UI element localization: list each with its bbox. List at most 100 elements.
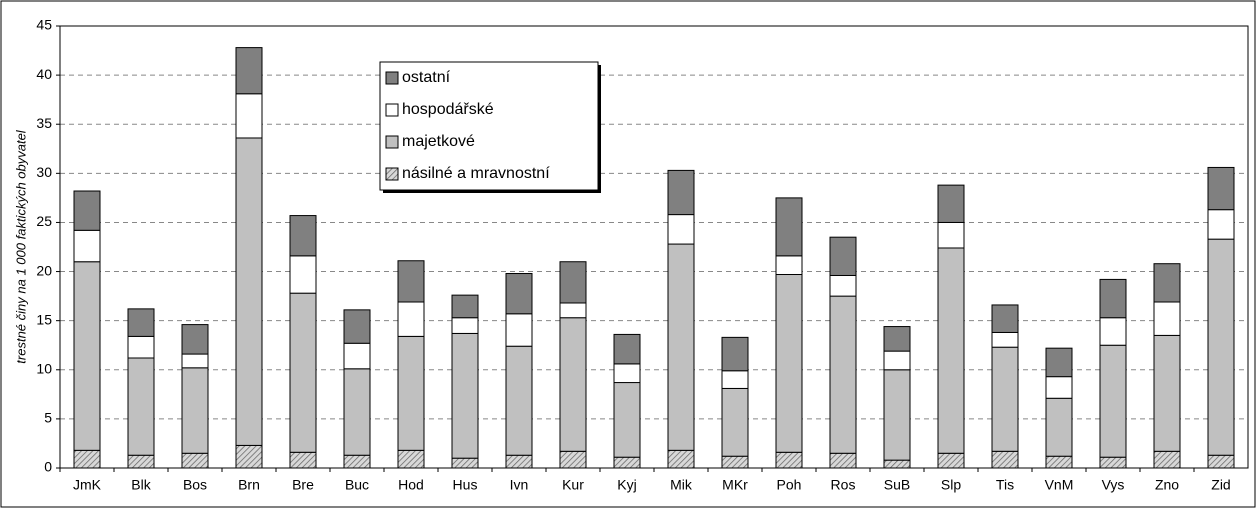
x-tick-label: SuB	[884, 477, 910, 493]
bar-segment	[937, 247, 965, 454]
bar-segment	[127, 335, 155, 359]
bar-segment	[235, 93, 263, 139]
x-tick-label: Brn	[238, 477, 260, 493]
y-tick-label: 5	[44, 410, 52, 426]
bar-segment	[451, 294, 479, 319]
x-tick-label: MKr	[722, 477, 748, 493]
bar-segment	[397, 335, 425, 451]
bar-segment	[235, 444, 263, 469]
bar-segment	[1207, 166, 1235, 211]
legend-label: hospodářské	[402, 101, 494, 118]
bar-segment	[397, 301, 425, 337]
legend-swatch	[385, 167, 399, 181]
bar-segment	[1045, 455, 1073, 469]
bar-segment	[1207, 209, 1235, 240]
bar-segment	[721, 336, 749, 372]
x-tick-label: Hod	[398, 477, 424, 493]
bar-segment	[829, 274, 857, 297]
bar-segment	[829, 452, 857, 469]
y-tick-label: 25	[36, 213, 52, 229]
bar-segment	[181, 452, 209, 469]
bar-segment	[829, 236, 857, 276]
x-tick-label: Poh	[777, 477, 802, 493]
bar-segment	[343, 454, 371, 469]
bar-segment	[991, 346, 1019, 452]
x-tick-label: Kyj	[617, 477, 636, 493]
bar-segment	[397, 449, 425, 469]
bar-segment	[1099, 278, 1127, 319]
x-tick-label: Bre	[292, 477, 314, 493]
bar-segment	[73, 190, 101, 231]
bar-segment	[289, 215, 317, 257]
bar-segment	[721, 455, 749, 469]
x-tick-label: Slp	[941, 477, 961, 493]
x-tick-label: VnM	[1045, 477, 1074, 493]
bar-segment	[127, 308, 155, 337]
bar-segment	[1207, 238, 1235, 456]
bar-segment	[559, 450, 587, 469]
y-axis-label: trestné činy na 1 000 faktických obyvate…	[13, 129, 28, 364]
y-tick-label: 35	[36, 115, 52, 131]
y-tick-label: 30	[36, 164, 52, 180]
bar-segment	[991, 304, 1019, 333]
bar-segment	[559, 302, 587, 319]
bar-segment	[559, 261, 587, 304]
legend-swatch	[385, 103, 399, 117]
bar-segment	[127, 357, 155, 456]
bar-segment	[667, 449, 695, 469]
bar-segment	[883, 459, 911, 469]
bar-segment	[1099, 317, 1127, 346]
bar-segment	[937, 184, 965, 223]
bar-segment	[73, 261, 101, 451]
bar-segment	[451, 457, 479, 469]
x-tick-label: Buc	[345, 477, 369, 493]
legend	[379, 61, 599, 191]
bar-segment	[1153, 301, 1181, 336]
legend-swatch	[385, 135, 399, 149]
bar-segment	[73, 229, 101, 263]
x-tick-label: Hus	[453, 477, 478, 493]
bar-segment	[505, 313, 533, 347]
legend-label: majetkové	[402, 133, 475, 150]
bar-segment	[451, 317, 479, 334]
x-tick-label: JmK	[73, 477, 102, 493]
bar-segment	[613, 363, 641, 384]
bar-segment	[667, 169, 695, 216]
bar-segment	[1153, 450, 1181, 469]
bar-segment	[775, 197, 803, 257]
bar-segment	[235, 137, 263, 446]
bar-segment	[235, 47, 263, 95]
x-tick-label: Bos	[183, 477, 207, 493]
bar-segment	[505, 454, 533, 469]
bar-segment	[343, 342, 371, 370]
bar-segment	[1153, 263, 1181, 303]
x-tick-label: Ros	[831, 477, 856, 493]
bar-segment	[883, 350, 911, 371]
bar-segment	[181, 324, 209, 355]
bar-segment	[127, 454, 155, 469]
bar-segment	[829, 295, 857, 454]
bar-segment	[181, 353, 209, 369]
bar-segment	[1045, 397, 1073, 457]
x-tick-label: Blk	[131, 477, 151, 493]
x-tick-label: Zid	[1211, 477, 1230, 493]
bar-segment	[343, 368, 371, 456]
bar-segment	[505, 345, 533, 456]
bar-segment	[181, 367, 209, 454]
bar-segment	[721, 370, 749, 389]
bar-segment	[883, 369, 911, 461]
y-tick-label: 45	[36, 17, 52, 33]
legend-swatch	[385, 71, 399, 85]
bar-segment	[937, 221, 965, 249]
bar-segment	[883, 326, 911, 352]
bar-segment	[667, 243, 695, 451]
bar-segment	[505, 273, 533, 315]
bar-segment	[1099, 344, 1127, 458]
legend-label: násilné a mravnostní	[402, 165, 550, 182]
x-tick-label: Kur	[562, 477, 584, 493]
bar-segment	[613, 382, 641, 458]
x-tick-label: Zno	[1155, 477, 1179, 493]
bar-segment	[667, 214, 695, 245]
bar-segment	[289, 292, 317, 453]
